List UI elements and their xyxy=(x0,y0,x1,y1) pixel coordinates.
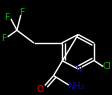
Text: F: F xyxy=(1,34,6,43)
Text: O: O xyxy=(37,85,44,94)
Text: Cl: Cl xyxy=(103,62,112,71)
Text: F: F xyxy=(19,8,24,17)
Text: F: F xyxy=(4,13,9,21)
Text: N: N xyxy=(75,65,82,74)
Text: NH₂: NH₂ xyxy=(67,82,84,91)
